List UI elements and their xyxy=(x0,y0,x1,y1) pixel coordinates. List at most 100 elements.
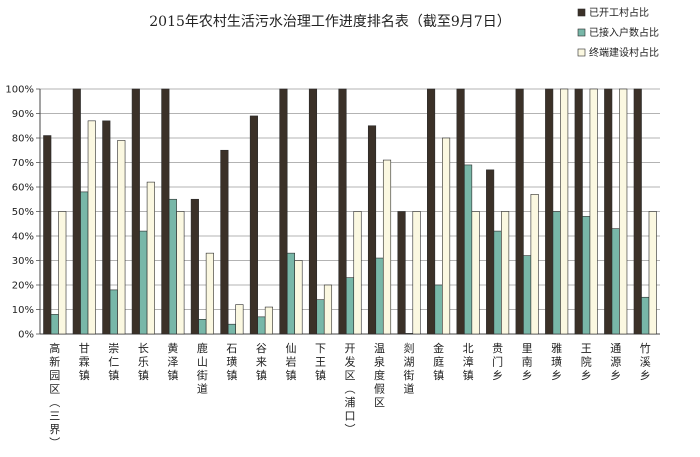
y-tick-label: 100% xyxy=(5,85,34,96)
bar-s1-c18 xyxy=(582,216,591,335)
bar-s2-c20 xyxy=(648,211,657,335)
bar-s0-c6 xyxy=(220,149,229,335)
category-label: 石璜镇 xyxy=(226,342,237,382)
category-label: 长乐镇 xyxy=(138,342,149,382)
category-label: 雅璜乡 xyxy=(551,341,562,382)
bar-s2-c19 xyxy=(619,88,628,335)
bar-s0-c16 xyxy=(515,88,524,335)
bars-layer xyxy=(43,88,657,335)
bar-s2-c10 xyxy=(353,211,362,335)
bar-s0-c4 xyxy=(161,88,170,335)
category-label: 里南乡 xyxy=(522,342,533,382)
category-label: 北漳镇 xyxy=(463,342,474,382)
bar-s2-c15 xyxy=(501,211,510,335)
bar-s0-c20 xyxy=(633,88,642,335)
category-label: 金庭镇 xyxy=(433,341,444,382)
bar-s0-c11 xyxy=(367,125,377,335)
bar-s1-c20 xyxy=(641,296,650,335)
bar-s1-c10 xyxy=(345,277,355,335)
bar-s0-c17 xyxy=(545,88,554,335)
bar-s2-c18 xyxy=(589,88,598,335)
category-label: 仙岩镇 xyxy=(285,342,296,382)
bar-s2-c7 xyxy=(264,306,273,335)
bar-s2-c6 xyxy=(235,304,244,335)
bar-s0-c19 xyxy=(604,88,613,335)
y-tick-label: 20% xyxy=(12,281,34,292)
bar-s0-c2 xyxy=(102,120,111,335)
bar-s1-c13 xyxy=(434,284,443,335)
y-tick-label: 90% xyxy=(12,109,34,120)
bar-s2-c11 xyxy=(382,159,392,335)
bar-s2-c2 xyxy=(117,140,126,335)
bar-s0-c8 xyxy=(279,88,288,335)
bar-s2-c13 xyxy=(442,137,451,335)
bar-s2-c1 xyxy=(87,120,96,335)
legend-swatch xyxy=(577,8,586,17)
bar-s0-c13 xyxy=(427,88,436,335)
bar-s0-c14 xyxy=(456,88,465,335)
bar-s2-c3 xyxy=(146,181,155,335)
bar-s2-c16 xyxy=(530,194,539,335)
bar-s1-c1 xyxy=(80,191,89,335)
bar-s0-c12 xyxy=(397,211,406,335)
y-tick-label: 10% xyxy=(12,305,34,316)
bar-s2-c0 xyxy=(58,211,67,335)
bar-s1-c12 xyxy=(404,333,414,335)
category-label: 甘霖镇 xyxy=(79,342,90,382)
category-label: 下王镇 xyxy=(315,342,326,382)
bar-s0-c10 xyxy=(338,88,347,335)
bar-s1-c9 xyxy=(316,299,325,335)
axis-layer: 0% 10% 20% 30% 40% 50% 60% 70% 80% 90% 100% xyxy=(5,85,660,341)
bar-s1-c7 xyxy=(257,316,266,335)
bar-s0-c3 xyxy=(131,88,140,335)
y-tick-label: 50% xyxy=(12,207,34,218)
category-labels: 高新园区︵三界︶ 甘霖镇 崇仁镇 长乐镇 黄泽镇 鹿山街道 石璜镇 谷来镇 仙岩镇 下王镇 开发区︵… xyxy=(49,341,650,450)
bar-s2-c9 xyxy=(323,284,333,335)
bar-s1-c3 xyxy=(139,230,148,335)
category-label: 谷来镇 xyxy=(256,342,267,382)
bar-s0-c18 xyxy=(574,88,583,335)
category-label: 鹿山街道 xyxy=(197,341,208,396)
bar-s1-c14 xyxy=(464,164,473,335)
bar-s0-c9 xyxy=(308,88,318,335)
bar-s0-c1 xyxy=(72,88,81,335)
legend-swatch xyxy=(577,48,586,57)
legend-label: 终端建设村占比 xyxy=(589,46,659,59)
category-label: 竹溪乡 xyxy=(640,341,651,382)
y-tick-label: 80% xyxy=(12,134,34,145)
bar-s2-c12 xyxy=(412,211,421,335)
category-label: 通源乡 xyxy=(610,342,621,382)
bar-s2-c5 xyxy=(205,252,214,335)
bar-s1-c4 xyxy=(168,198,177,335)
category-label: 剡湖街道 xyxy=(404,342,415,396)
y-tick-label: 60% xyxy=(12,183,34,194)
category-label: 温泉度假区 xyxy=(374,342,385,409)
bar-s1-c0 xyxy=(50,314,59,335)
bar-s1-c19 xyxy=(611,228,620,335)
legend-swatch xyxy=(577,28,586,37)
category-label: 黄泽镇 xyxy=(167,341,178,382)
chart-title: 2015年农村生活污水治理工作进度排名表（截至9月7日） xyxy=(149,14,510,30)
bar-s1-c11 xyxy=(375,257,384,335)
category-label: 开发区︵浦口︶ xyxy=(345,342,356,436)
category-label: 崇仁镇 xyxy=(108,342,119,382)
category-label: 贵门乡 xyxy=(492,342,503,382)
bar-s1-c8 xyxy=(286,252,296,335)
y-tick-label: 40% xyxy=(12,232,34,243)
bar-s1-c5 xyxy=(198,318,207,335)
bar-s2-c17 xyxy=(560,88,569,335)
category-label: 王院乡 xyxy=(581,342,592,382)
bar-s0-c0 xyxy=(43,135,52,335)
category-label: 高新园区︵三界︶ xyxy=(49,341,60,450)
bar-s1-c2 xyxy=(109,289,118,335)
bar-s2-c4 xyxy=(176,211,185,335)
y-tick-label: 0% xyxy=(18,330,34,341)
legend-label: 已开工村占比 xyxy=(589,6,649,19)
bar-s2-c14 xyxy=(471,211,480,335)
bar-s1-c15 xyxy=(493,230,502,335)
bar-s2-c8 xyxy=(294,260,303,335)
bar-s1-c16 xyxy=(523,255,532,335)
legend-label: 已接入户数占比 xyxy=(589,26,659,39)
